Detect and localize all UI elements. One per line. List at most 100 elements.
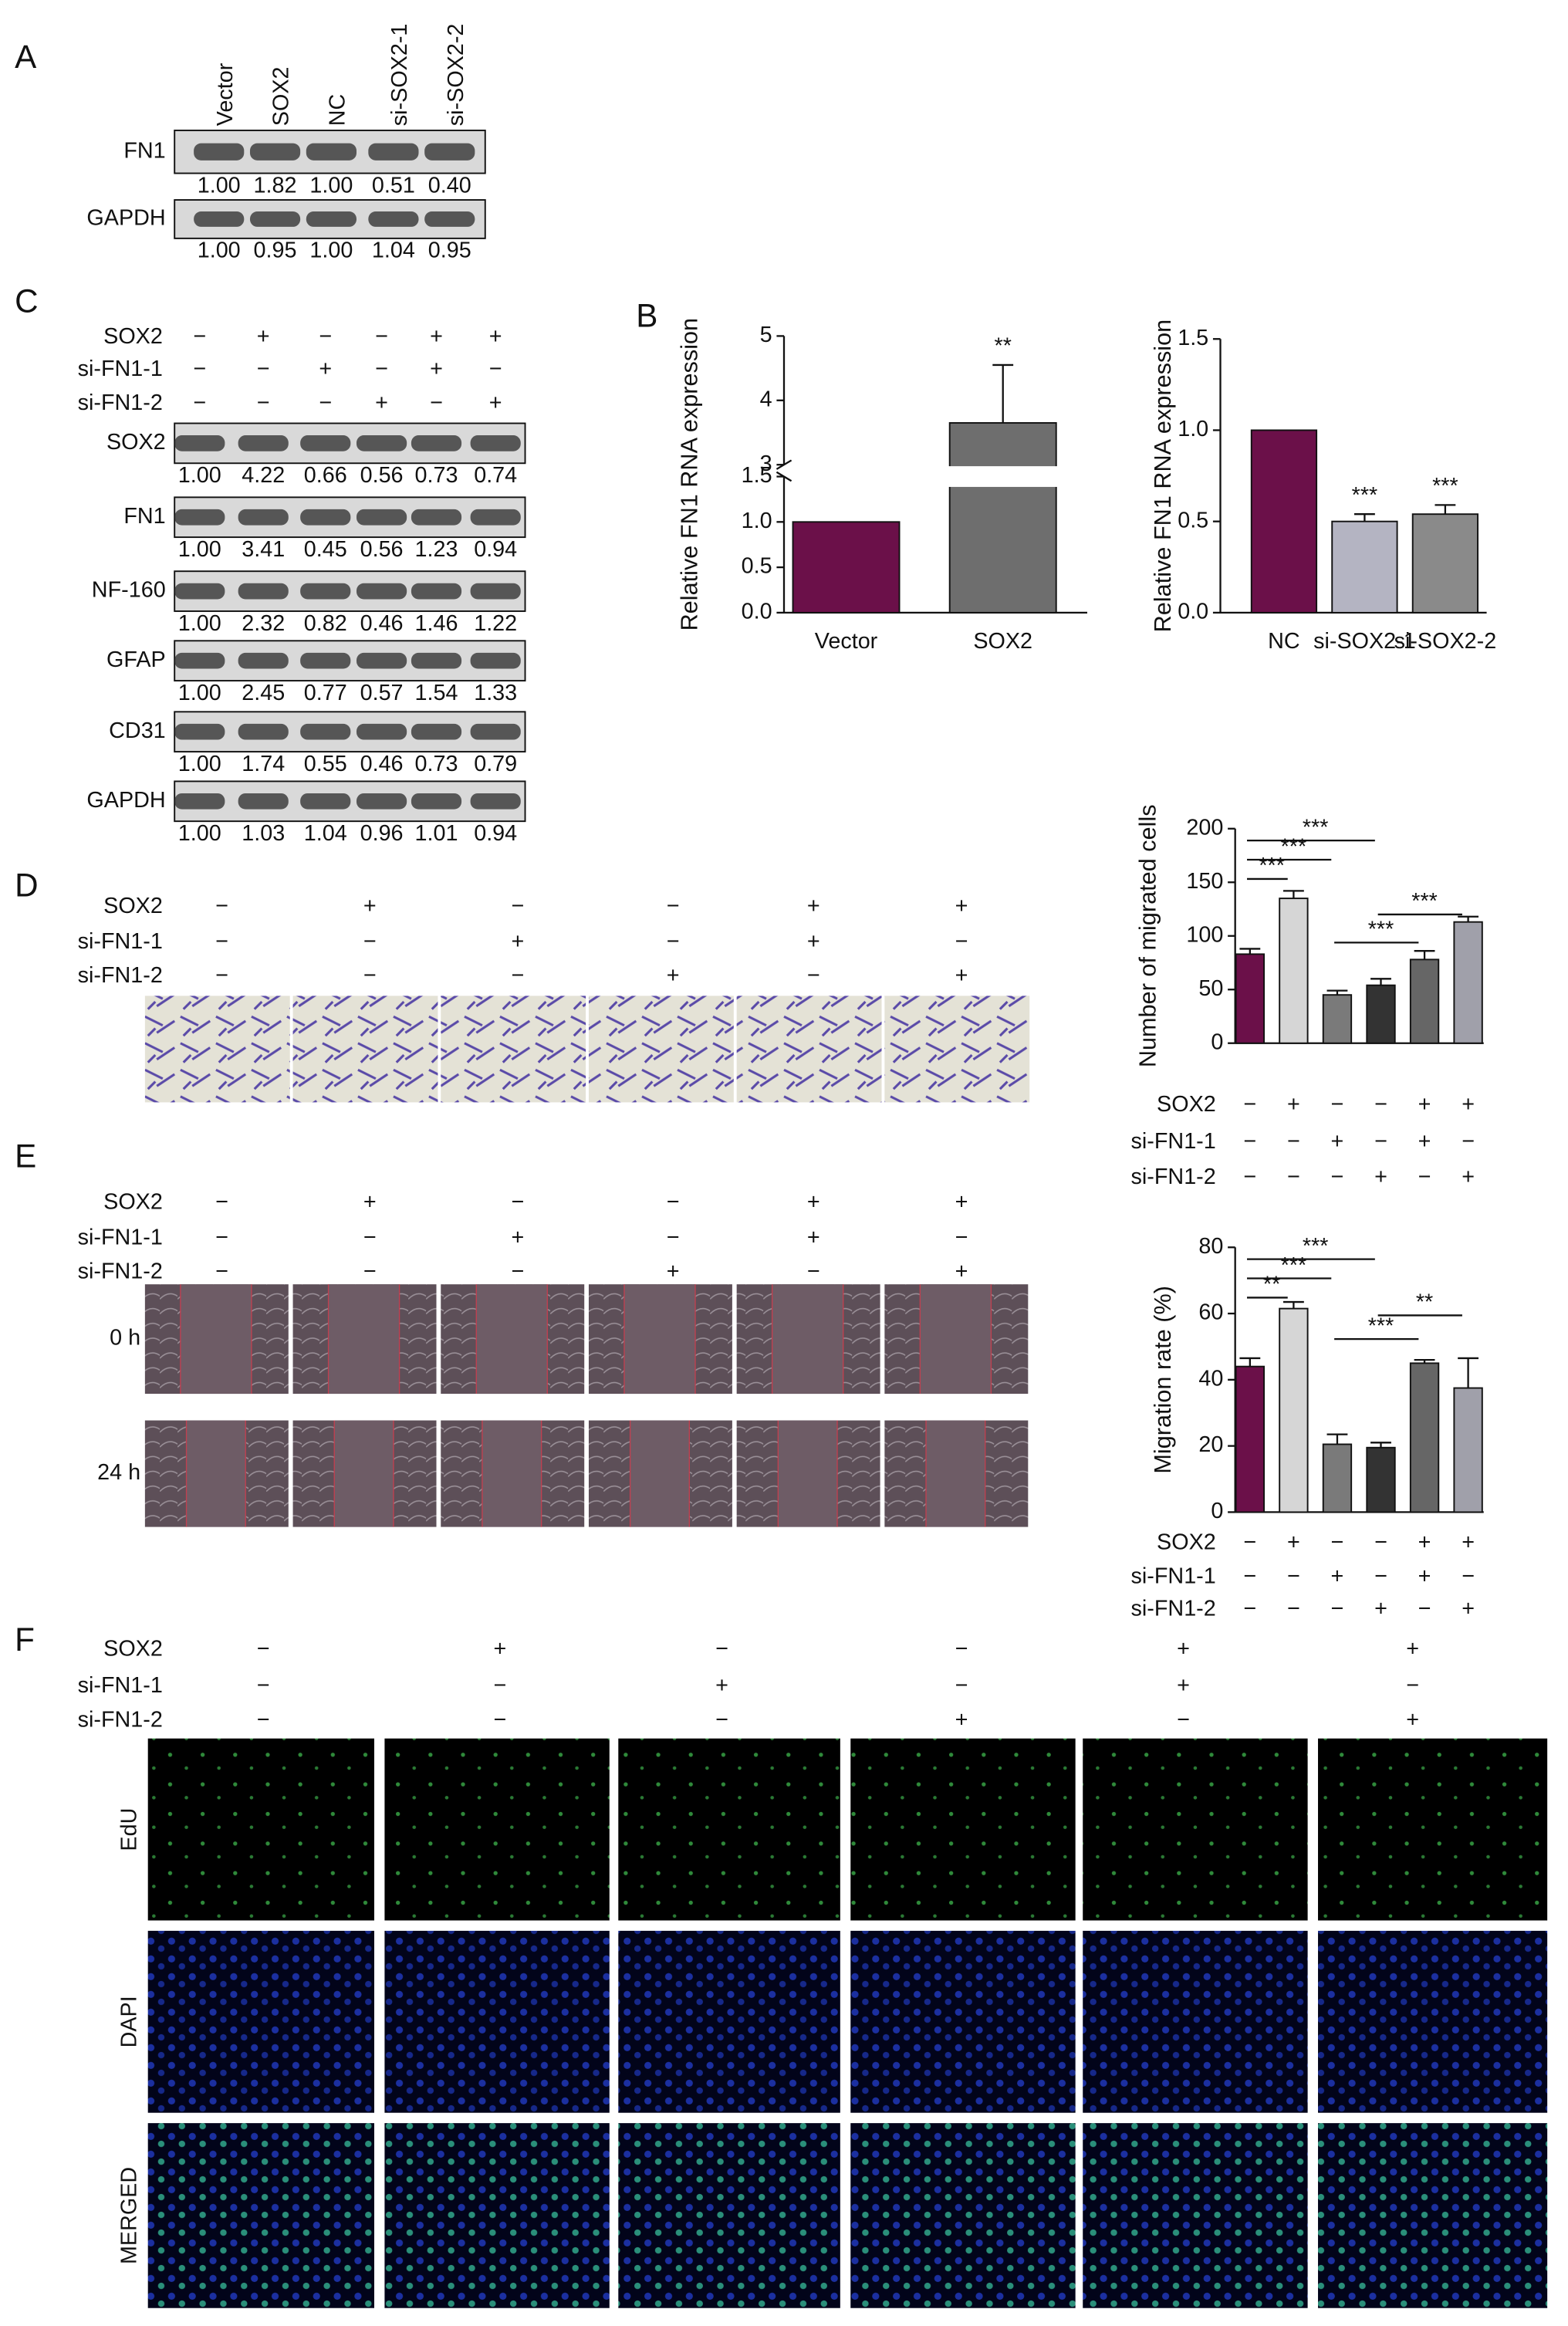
blot-band	[368, 211, 419, 227]
wound-gap	[186, 1420, 246, 1527]
blot-value: 0.73	[415, 752, 458, 776]
micrograph	[441, 996, 586, 1103]
blot-band	[411, 723, 462, 740]
condition-name: SOX2	[103, 324, 163, 349]
micrograph	[144, 996, 290, 1103]
significance-label: ***	[1303, 815, 1329, 840]
blot-band	[238, 435, 289, 451]
micrograph	[618, 2123, 840, 2308]
condition-sign: +	[667, 963, 680, 988]
condition-sign: −	[257, 1673, 270, 1698]
significance-label: ***	[1259, 854, 1285, 878]
blot-value: 0.46	[360, 611, 404, 636]
annotation: ***	[1352, 483, 1378, 508]
blot-value: 1.04	[372, 238, 415, 263]
micrograph	[1083, 1930, 1308, 2113]
y-tick-label: 0	[1211, 1029, 1223, 1054]
condition-sign: +	[363, 1189, 377, 1214]
condition-name: SOX2	[103, 1636, 163, 1661]
bar	[1279, 1307, 1309, 1513]
condition-sign: +	[489, 324, 502, 349]
blot-band	[174, 793, 225, 810]
y-tick-label: 3	[760, 451, 772, 476]
blot-value: 0.55	[304, 752, 347, 776]
condition-sign: −	[1462, 1129, 1475, 1154]
blot-name: FN1	[123, 504, 165, 529]
error-bar	[1435, 504, 1456, 515]
y-axis-label: Number of migrated cells	[1135, 804, 1161, 1067]
condition-sign: +	[1287, 1092, 1300, 1117]
blot-band	[470, 583, 521, 600]
blot-band	[194, 143, 245, 161]
blot-value: 0.94	[474, 537, 517, 562]
condition-sign: −	[375, 324, 388, 349]
wound-gap	[482, 1420, 542, 1527]
condition-sign: −	[257, 390, 270, 415]
condition-sign: −	[512, 963, 525, 988]
condition-sign: −	[1331, 1597, 1344, 1621]
blot-band	[194, 211, 245, 227]
bar	[1411, 513, 1479, 614]
bar	[1235, 953, 1266, 1044]
micrograph	[147, 2123, 374, 2308]
condition-sign: −	[215, 963, 228, 988]
condition-sign: +	[363, 894, 377, 918]
condition-sign: +	[512, 1225, 525, 1249]
condition-sign: +	[955, 1259, 968, 1283]
wound-gap	[772, 1284, 843, 1395]
x-tick-label: SOX2	[973, 629, 1032, 654]
panel-label: A	[15, 39, 37, 75]
y-tick-label: 40	[1198, 1366, 1223, 1391]
condition-sign: −	[667, 1189, 680, 1214]
blot-band	[411, 793, 462, 810]
wound-gap	[328, 1284, 400, 1395]
error-bar	[1239, 948, 1261, 955]
blot-band	[174, 583, 225, 600]
wound-gap	[476, 1284, 548, 1395]
blot-value: 1.00	[309, 238, 353, 263]
blot-value: 0.82	[304, 611, 347, 636]
bar	[792, 521, 901, 614]
condition-sign: −	[1243, 1564, 1256, 1588]
condition-sign: −	[1177, 1707, 1190, 1732]
condition-sign: +	[1406, 1707, 1419, 1732]
blot-band	[174, 509, 225, 526]
error-bar	[1353, 513, 1375, 522]
y-tick-label: 0.0	[742, 599, 772, 624]
micrograph	[384, 1738, 610, 1921]
blot-value: 1.46	[415, 611, 458, 636]
condition-sign: −	[1243, 1597, 1256, 1621]
condition-sign: −	[1287, 1165, 1300, 1189]
condition-sign: +	[1406, 1636, 1419, 1661]
blot-band	[300, 793, 351, 810]
condition-name: si-FN1-1	[78, 1225, 163, 1249]
micrograph	[147, 1738, 374, 1921]
error-bar	[1370, 978, 1391, 986]
panel-label: F	[15, 1621, 35, 1658]
blot-band	[470, 652, 521, 669]
blot-band	[424, 143, 475, 161]
condition-sign: −	[494, 1707, 507, 1732]
blot-value: 1.00	[198, 238, 241, 263]
condition-sign: +	[807, 929, 820, 954]
wound-gap	[334, 1420, 394, 1527]
condition-name: SOX2	[103, 894, 163, 918]
condition-sign: −	[1374, 1564, 1387, 1588]
micrograph	[1318, 1930, 1548, 2113]
condition-sign: −	[319, 390, 332, 415]
stain-label: DAPI	[117, 1996, 141, 2047]
blot-value: 1.33	[474, 681, 517, 705]
blot-value: 1.74	[242, 752, 285, 776]
significance-label: **	[1263, 1273, 1280, 1297]
y-tick-label: 0.0	[1178, 599, 1208, 624]
y-tick-label: 1.5	[742, 463, 772, 488]
wound-gap	[630, 1420, 690, 1527]
y-tick-label: 0.5	[1178, 508, 1208, 532]
blot-value: 1.01	[415, 821, 458, 846]
blot-band	[300, 583, 351, 600]
condition-name: si-FN1-1	[78, 357, 163, 381]
condition-sign: +	[375, 390, 388, 415]
y-tick-label: 5	[760, 323, 772, 347]
condition-name: SOX2	[1157, 1530, 1216, 1554]
micrograph	[1083, 2123, 1308, 2308]
